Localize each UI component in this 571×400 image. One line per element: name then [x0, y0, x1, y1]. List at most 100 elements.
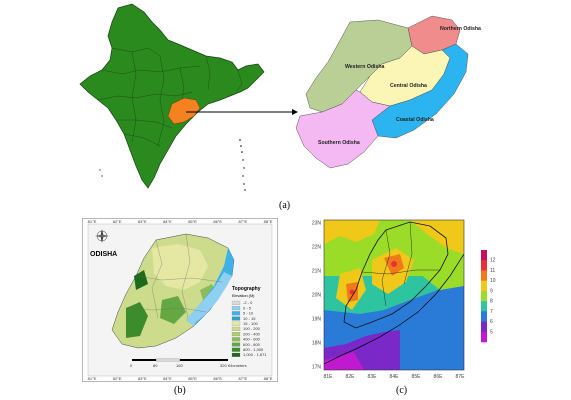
plot-frame — [323, 219, 465, 371]
bottom-tick-label: 87°E — [238, 376, 247, 381]
legend-swatch — [231, 316, 241, 321]
legend-label: -2 - 0 — [243, 300, 253, 305]
legend-swatch — [231, 337, 241, 342]
bottom-tick-label: 81°E — [88, 376, 97, 381]
x-ticks: 81E 82E 83E 84E 85E 86E 87E — [324, 374, 466, 380]
top-tick-label: 83°E — [138, 219, 147, 224]
top-tick-label: 88°E — [264, 219, 273, 224]
panel-b-topography: 81°E 82°E 83°E 84°E 85°E 86°E 87°E 88°E 81°E 82°… — [82, 218, 278, 382]
label-western: Western Odisha — [345, 64, 385, 70]
bottom-tick-label: 88°E — [264, 376, 273, 381]
y-ticks: 23N 22N 21N 20N 19N 18N 17N — [312, 221, 322, 371]
y-tick-label: 21N — [312, 269, 322, 275]
top-ticks: 81°E 82°E 83°E 84°E 85°E 86°E 87°E 88°E — [88, 219, 273, 224]
top-tick-label: 81°E — [88, 219, 97, 224]
caption-a: (a) — [279, 200, 291, 211]
legend-label: 200 - 400 — [243, 331, 261, 336]
y-tick-label: 18N — [312, 341, 322, 347]
legend-title: Topography — [232, 286, 261, 292]
label-southern: Southern Odisha — [318, 140, 360, 146]
colorbar-label: 8 — [490, 299, 493, 305]
y-tick-label: 19N — [312, 317, 322, 323]
odisha-region-map: Northern Odisha Western Odisha Central O… — [295, 15, 481, 169]
odisha-title: ODISHA — [90, 251, 117, 258]
top-tick-label: 84°E — [163, 219, 172, 224]
compass-rose-icon — [95, 229, 109, 243]
x-tick-label: 83E — [368, 374, 378, 380]
colorbar-label: 7 — [490, 309, 493, 315]
legend-swatch — [231, 326, 241, 331]
colorbar-segment — [481, 260, 487, 271]
legend-label: 0 - 5 — [243, 305, 252, 310]
colorbar-label: 9 — [490, 288, 493, 294]
scale-0: 0 — [130, 363, 133, 368]
legend-label: 1,000 - 1,671 — [243, 352, 267, 357]
islands — [99, 139, 246, 191]
scale-bar: 0 80 160 320 Kilometers — [130, 358, 247, 368]
bottom-tick-label: 84°E — [163, 376, 172, 381]
bottom-ticks: 81°E 82°E 83°E 84°E 85°E 86°E 87°E 88°E — [88, 376, 273, 381]
x-tick-label: 85E — [412, 374, 422, 380]
caption-c: (c) — [396, 385, 408, 396]
x-tick-label: 81E — [324, 374, 334, 380]
x-tick-label: 82E — [346, 374, 356, 380]
odisha-outline — [343, 221, 449, 329]
y-tick-label: 23N — [312, 221, 322, 227]
legend-label: 800 - 1,000 — [243, 347, 264, 352]
top-tick-label: 87°E — [238, 219, 247, 224]
legend-label: 5 - 10 — [243, 311, 254, 316]
arrow-head-icon — [292, 109, 298, 115]
topography-legend: Topography Elevation (M) -2 - 00 - 55 - … — [231, 286, 267, 357]
india-map — [79, 3, 265, 191]
legend-swatch — [231, 321, 241, 326]
legend-label: 15 - 100 — [243, 321, 258, 326]
scale-320: 320 Kilometers — [220, 363, 247, 368]
india-outline — [79, 3, 265, 189]
odisha-highlight — [167, 97, 201, 125]
colorbar-label: 11 — [490, 268, 495, 274]
x-tick-label: 87E — [456, 374, 466, 380]
panel-a-maps: Northern Odisha Western Odisha Central O… — [79, 3, 481, 191]
label-northern: Northern Odisha — [440, 26, 481, 32]
legend-label: 600 - 800 — [243, 342, 261, 347]
y-tick-label: 20N — [312, 293, 322, 299]
legend-swatch — [231, 332, 241, 337]
colorbar-segment — [481, 321, 487, 333]
top-tick-label: 82°E — [113, 219, 122, 224]
top-tick-label: 86°E — [213, 219, 222, 224]
colorbar-segment — [481, 301, 487, 312]
top-tick-label: 85°E — [188, 219, 197, 224]
state-borders — [97, 47, 243, 147]
colorbar-segment — [481, 290, 487, 302]
legend-label: 400 - 600 — [243, 337, 261, 342]
scale-80: 80 — [153, 363, 158, 368]
legend-swatch — [231, 300, 241, 305]
region-coastal-odisha — [371, 43, 469, 139]
colorbar-segment — [481, 280, 487, 292]
colorbar-segment — [481, 250, 487, 261]
colorbar-label: 10 — [490, 278, 496, 284]
bottom-tick-label: 85°E — [188, 376, 197, 381]
colorbar: 12 11 10 9 8 7 6 5 — [481, 250, 496, 343]
colorbar-label: 12 — [490, 258, 496, 264]
panel-c-field-map: 23N 22N 21N 20N 19N 18N 17N 81E 82E 83E 84E 85E 86E… — [312, 219, 496, 380]
label-coastal: Coastal Odisha — [396, 117, 434, 123]
legend-subtitle: Elevation (M) — [232, 294, 255, 298]
bottom-tick-label: 82°E — [113, 376, 122, 381]
colorbar-segment — [481, 311, 487, 322]
bottom-tick-label: 83°E — [138, 376, 147, 381]
colorbar-segment — [481, 331, 487, 343]
x-tick-label: 86E — [434, 374, 444, 380]
legend-label: 100 - 200 — [243, 326, 261, 331]
y-tick-label: 17N — [312, 365, 322, 371]
colorbar-label: 6 — [490, 319, 493, 325]
caption-b: (b) — [174, 385, 186, 396]
colorbar-segment — [481, 270, 487, 281]
legend-swatch — [231, 311, 241, 316]
x-tick-label: 84E — [390, 374, 400, 380]
topography-map — [111, 233, 235, 349]
legend-swatch — [231, 342, 241, 347]
legend-swatch — [231, 306, 241, 311]
legend-swatch — [231, 347, 241, 352]
y-tick-label: 22N — [312, 245, 322, 251]
